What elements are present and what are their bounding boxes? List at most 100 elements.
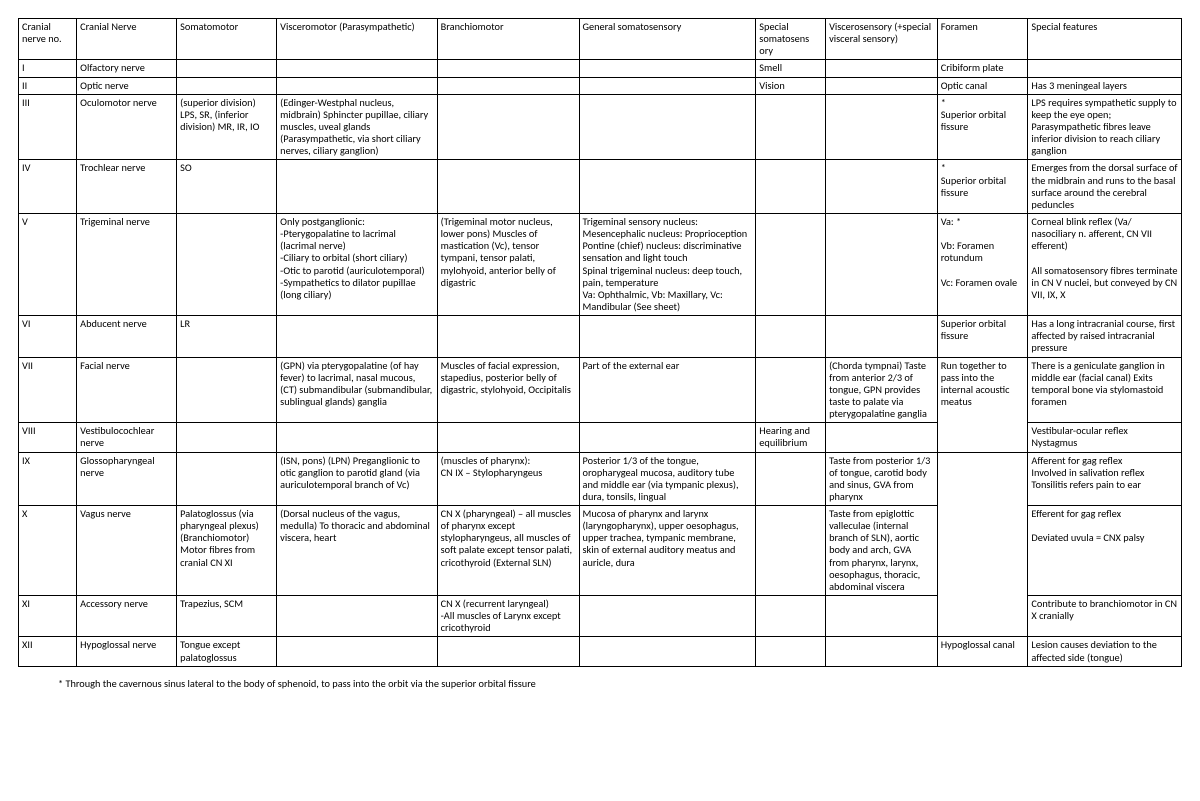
cell-foramen <box>937 452 1028 637</box>
cell-no: V <box>19 213 77 315</box>
cell-foramen: Cribiform plate <box>937 60 1028 77</box>
cell-somato <box>177 452 277 506</box>
cell-no: III <box>19 94 77 160</box>
cell-somato: SO <box>177 160 277 214</box>
cell-gensens <box>579 77 756 94</box>
cell-name: Trochlear nerve <box>77 160 177 214</box>
cell-viscsens <box>826 77 938 94</box>
cell-gensens <box>579 423 756 452</box>
cell-somato: LR <box>177 316 277 357</box>
cell-gensens <box>579 60 756 77</box>
cell-features: Corneal blink reflex (Va/ nasociliary n.… <box>1028 213 1182 315</box>
cell-foramen: Run together to pass into the internal a… <box>937 357 1028 452</box>
cell-name: Facial nerve <box>77 357 177 423</box>
column-header: Special somatosens ory <box>756 19 826 60</box>
column-header: General somatosensory <box>579 19 756 60</box>
cell-special <box>756 316 826 357</box>
cell-no: XI <box>19 596 77 637</box>
column-header: Branchiomotor <box>437 19 579 60</box>
cell-viscero: (GPN) via pterygopalatine (of hay fever)… <box>277 357 437 423</box>
column-header: Foramen <box>937 19 1028 60</box>
cell-features: Lesion causes deviation to the affected … <box>1028 637 1182 666</box>
cell-features: Emerges from the dorsal surface of the m… <box>1028 160 1182 214</box>
table-row: IOlfactory nerveSmellCribiform plate <box>19 60 1182 77</box>
cell-somato <box>177 423 277 452</box>
table-row: IXGlossopharyngeal nerve(ISN, pons) (LPN… <box>19 452 1182 506</box>
cell-gensens: Trigeminal sensory nucleus: Mesencephali… <box>579 213 756 315</box>
cell-branchio: CN X (recurrent laryngeal) -All muscles … <box>437 596 579 637</box>
cell-features: Has a long intracranial course, first af… <box>1028 316 1182 357</box>
cell-viscsens <box>826 60 938 77</box>
table-row: IIOptic nerve Vision Optic canalHas 3 meni… <box>19 77 1182 94</box>
cell-special <box>756 357 826 423</box>
table-row: IVTrochlear nerveSO * Superior orbital fi… <box>19 160 1182 214</box>
cell-branchio: CN X (pharyngeal) – all muscles of phary… <box>437 506 579 596</box>
cell-viscsens <box>826 637 938 666</box>
cell-gensens: Part of the external ear <box>579 357 756 423</box>
cell-no: IV <box>19 160 77 214</box>
cell-somato <box>177 213 277 315</box>
cell-name: Vestibulocochlear nerve <box>77 423 177 452</box>
cell-gensens <box>579 596 756 637</box>
cell-features: There is a geniculate ganglion in middle… <box>1028 357 1182 423</box>
cell-branchio <box>437 316 579 357</box>
cell-special <box>756 94 826 160</box>
cell-special <box>756 160 826 214</box>
table-row: VIIFacial nerve (GPN) via pterygopalatine… <box>19 357 1182 423</box>
cell-foramen: Optic canal <box>937 77 1028 94</box>
cell-viscero <box>277 316 437 357</box>
column-header: Special features <box>1028 19 1182 60</box>
cell-branchio: (Trigeminal motor nucleus, lower pons) M… <box>437 213 579 315</box>
cell-gensens <box>579 316 756 357</box>
cell-viscsens <box>826 213 938 315</box>
cell-no: II <box>19 77 77 94</box>
cell-name: Oculomotor nerve <box>77 94 177 160</box>
cell-viscero <box>277 596 437 637</box>
cell-branchio: Muscles of facial expression, stapedius,… <box>437 357 579 423</box>
cell-name: Glossopharyngeal nerve <box>77 452 177 506</box>
column-header: Cranial nerve no. <box>19 19 77 60</box>
cell-somato <box>177 60 277 77</box>
table-row: VIAbducent nerveLRSuperior orbital fissu… <box>19 316 1182 357</box>
column-header: Somatomotor <box>177 19 277 60</box>
cell-name: Optic nerve <box>77 77 177 94</box>
cell-name: Vagus nerve <box>77 506 177 596</box>
cell-no: VI <box>19 316 77 357</box>
cell-viscero: (Edinger-Westphal nucleus, midbrain) Sph… <box>277 94 437 160</box>
cell-branchio <box>437 60 579 77</box>
cell-somato: Palatoglossus (via pharyngeal plexus) (B… <box>177 506 277 596</box>
cell-features: Contribute to branchiomotor in CN X cran… <box>1028 596 1182 637</box>
cell-gensens: Mucosa of pharynx and larynx (laryngopha… <box>579 506 756 596</box>
cell-branchio <box>437 77 579 94</box>
cell-foramen: * Superior orbital fissure <box>937 160 1028 214</box>
cell-somato: Trapezius, SCM <box>177 596 277 637</box>
cell-viscero <box>277 160 437 214</box>
cell-foramen: Superior orbital fissure <box>937 316 1028 357</box>
cell-branchio <box>437 94 579 160</box>
table-row: IIIOculomotor nerve(superior division) L… <box>19 94 1182 160</box>
cell-gensens: Posterior 1/3 of the tongue, oropharygea… <box>579 452 756 506</box>
cell-features: Efferent for gag reflex Deviated uvula =… <box>1028 506 1182 596</box>
table-header-row: Cranial nerve no.Cranial NerveSomatomoto… <box>19 19 1182 60</box>
cell-viscero <box>277 60 437 77</box>
column-header: Viscerosensory (+special visceral sensor… <box>826 19 938 60</box>
cell-no: XII <box>19 637 77 666</box>
cell-special <box>756 596 826 637</box>
cell-no: X <box>19 506 77 596</box>
cell-special <box>756 213 826 315</box>
cell-viscero <box>277 423 437 452</box>
cell-branchio: (muscles of pharynx): CN IX – Stylophary… <box>437 452 579 506</box>
cell-name: Hypoglossal nerve <box>77 637 177 666</box>
cell-no: VII <box>19 357 77 423</box>
table-row: XIIHypoglossal nerveTongue except palato… <box>19 637 1182 666</box>
cell-viscsens: (Chorda tympnai) Taste from anterior 2/3… <box>826 357 938 423</box>
column-header: Visceromotor (Parasympathetic) <box>277 19 437 60</box>
cell-special: Vision <box>756 77 826 94</box>
cell-no: IX <box>19 452 77 506</box>
cell-name: Accessory nerve <box>77 596 177 637</box>
cell-gensens <box>579 637 756 666</box>
cell-no: VIII <box>19 423 77 452</box>
cell-branchio <box>437 423 579 452</box>
cell-features: Has 3 meningeal layers <box>1028 77 1182 94</box>
cell-gensens <box>579 94 756 160</box>
